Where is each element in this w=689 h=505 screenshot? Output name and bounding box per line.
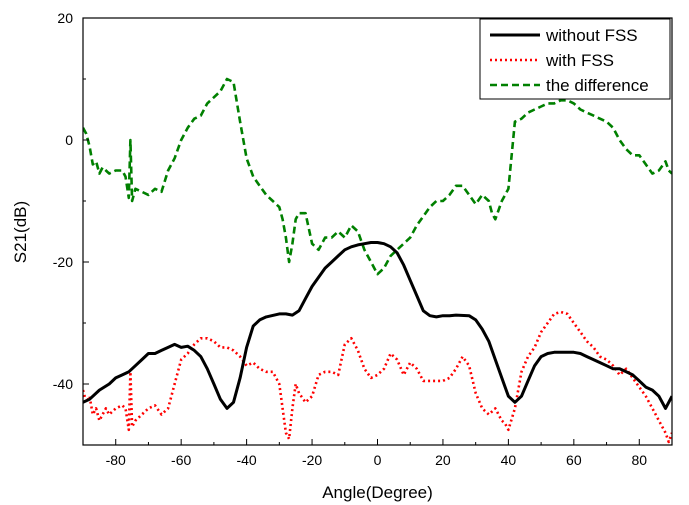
series-line-with-fss bbox=[83, 310, 672, 444]
legend-label-with-fss: with FSS bbox=[545, 51, 614, 70]
x-tick-label: 40 bbox=[501, 452, 517, 468]
legend-label-without-fss: without FSS bbox=[545, 26, 638, 45]
x-tick-label: -40 bbox=[236, 452, 256, 468]
axis-layer: -80 -60 -40 -20 0 20 40 60 80 -40 -20 0 20 bbox=[53, 10, 673, 468]
series-line-the-difference bbox=[83, 77, 672, 276]
x-tick-label: 60 bbox=[566, 452, 582, 468]
legend: without FSS with FSS the difference bbox=[479, 18, 671, 100]
series-layer bbox=[83, 77, 672, 444]
y-tick-label: 20 bbox=[57, 10, 73, 26]
x-axis-title: Angle(Degree) bbox=[322, 483, 433, 502]
y-tick-label: -40 bbox=[53, 376, 73, 392]
y-axis-title: S21(dB) bbox=[11, 201, 30, 263]
x-tick-label: 0 bbox=[374, 452, 382, 468]
series-line-without-fss bbox=[83, 241, 672, 410]
y-tick-label: -20 bbox=[53, 254, 73, 270]
y-tick-label: 0 bbox=[65, 132, 73, 148]
x-tick-label: 80 bbox=[631, 452, 647, 468]
x-tick-label: -60 bbox=[171, 452, 191, 468]
x-tick-label: -20 bbox=[302, 452, 322, 468]
x-tick-label: -80 bbox=[106, 452, 126, 468]
legend-label-the-difference: the difference bbox=[546, 76, 649, 95]
x-tick-label: 20 bbox=[435, 452, 451, 468]
